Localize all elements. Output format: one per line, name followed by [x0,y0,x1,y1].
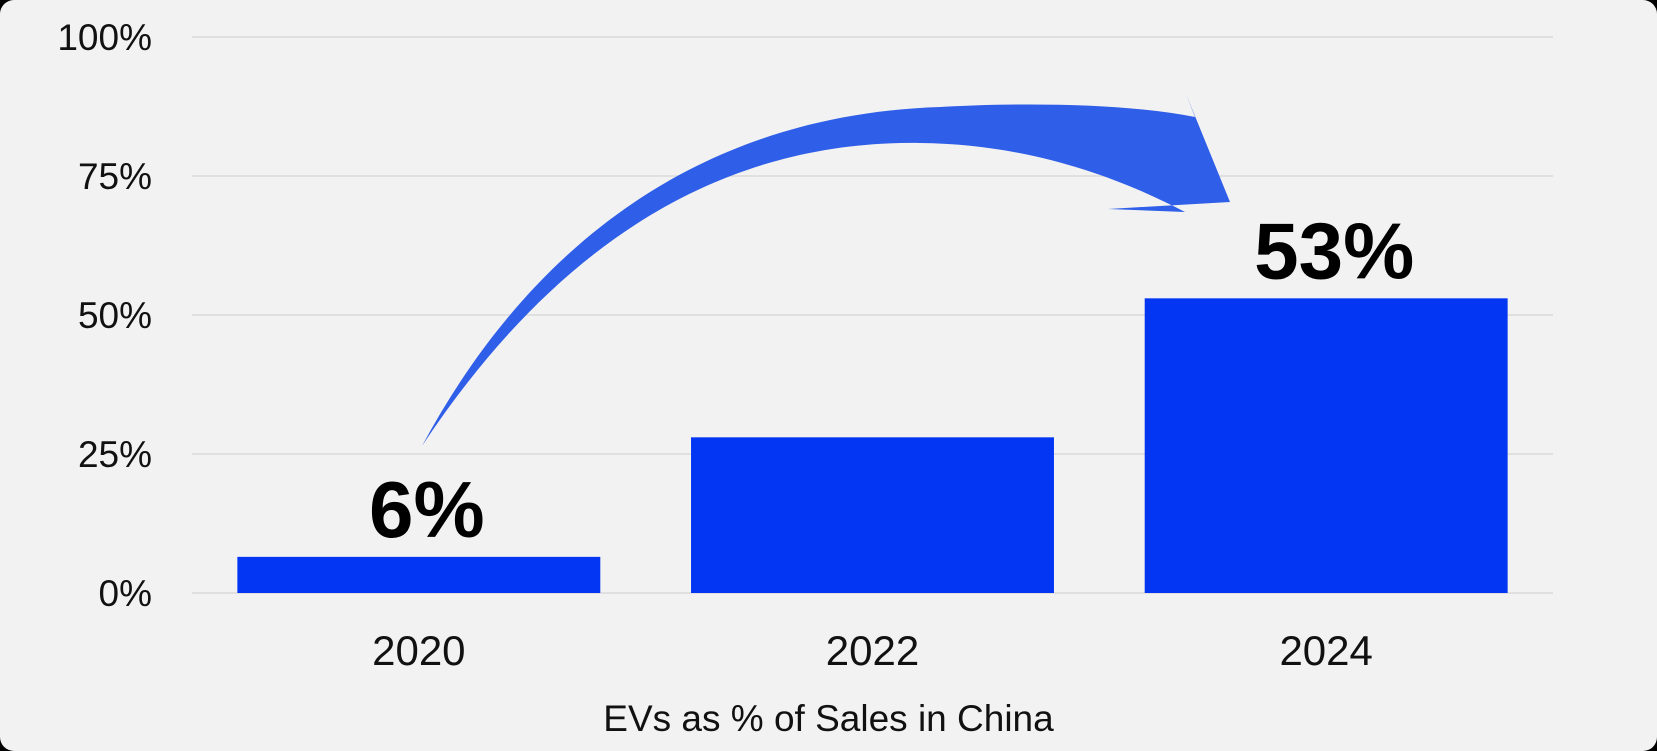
y-axis-ticks: 0% 25% 50% 75% 100% [57,17,152,614]
y-tick-label: 25% [78,434,152,475]
data-labels: 6% 53% [369,206,1414,554]
x-tick-label: 2020 [372,627,465,674]
growth-arrow-icon [422,94,1230,446]
y-tick-label: 100% [57,17,152,58]
x-tick-label: 2024 [1279,627,1372,674]
bar [691,437,1054,593]
bar [1144,298,1508,593]
y-tick-label: 50% [78,295,152,336]
x-axis-label: EVs as % of Sales in China [603,698,1054,739]
x-tick-label: 2022 [826,627,919,674]
bars [237,298,1508,593]
bar [237,556,601,593]
data-label: 6% [369,465,485,554]
y-tick-label: 0% [99,573,152,614]
data-label: 53% [1254,206,1414,295]
x-axis-categories: 2020 2022 2024 [372,627,1373,674]
y-tick-label: 75% [78,156,152,197]
